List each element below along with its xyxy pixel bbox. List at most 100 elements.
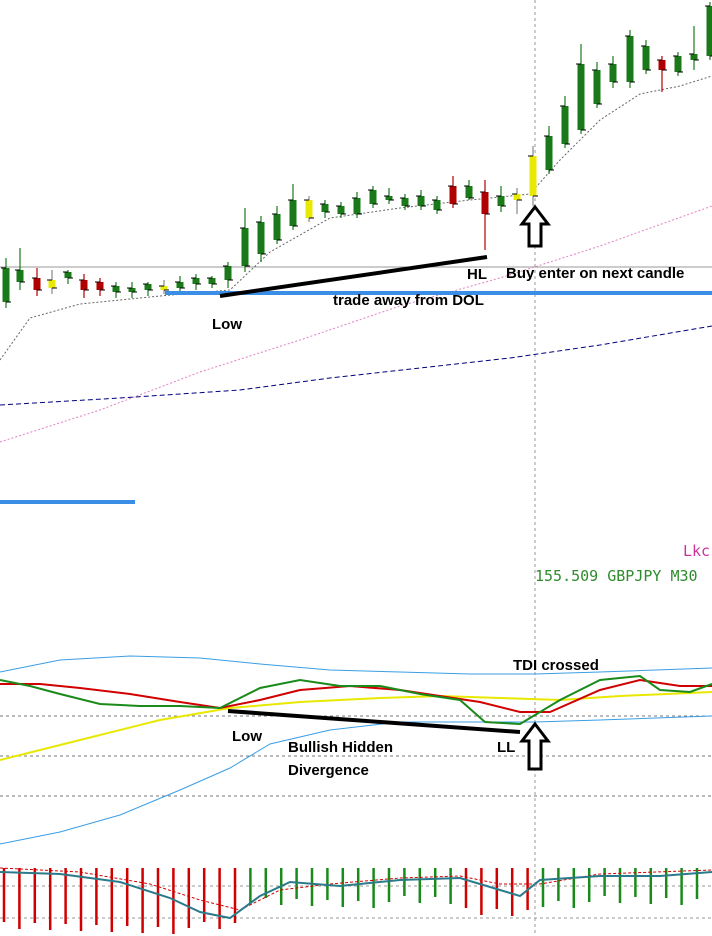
label-divergence-1: Bullish Hidden <box>288 739 393 756</box>
candle-body <box>674 56 682 72</box>
candle <box>592 62 602 108</box>
histogram-panel <box>0 867 712 934</box>
candle <box>288 184 298 230</box>
candle <box>528 146 538 206</box>
candle-body <box>561 106 569 144</box>
candle <box>272 206 282 244</box>
candle-body <box>96 282 104 290</box>
candle-body <box>192 278 200 284</box>
candle <box>625 30 635 88</box>
candle <box>560 96 570 148</box>
candle-body <box>593 70 601 104</box>
histogram-bars <box>2 868 699 934</box>
candle <box>223 262 233 288</box>
candle <box>207 276 217 288</box>
candle-body <box>305 200 313 218</box>
candle <box>480 180 490 250</box>
candle-body <box>433 200 441 210</box>
tdi-panel: TDI crossed Low Bullish Hidden Divergenc… <box>0 655 712 845</box>
candle-body <box>241 228 249 266</box>
candle <box>384 188 394 204</box>
candle <box>657 56 667 92</box>
candle <box>63 270 73 284</box>
histogram-main-line <box>0 871 712 920</box>
candle-body <box>401 198 409 206</box>
candle-body <box>417 196 425 206</box>
candle <box>336 202 346 218</box>
candle <box>400 194 410 210</box>
candle <box>689 26 699 70</box>
candle-body <box>176 282 184 288</box>
tdi-arrow <box>518 721 552 771</box>
ma-fast-line <box>0 75 712 361</box>
candles <box>1 2 712 308</box>
candle-body <box>33 278 41 290</box>
candle <box>432 196 442 214</box>
candle <box>673 52 683 76</box>
tdi-rsi-price-line <box>0 674 712 726</box>
tdi-trendline <box>227 709 521 734</box>
buy-arrow <box>518 204 552 248</box>
label-tdi-low: Low <box>232 728 262 745</box>
candle <box>175 276 185 292</box>
candle-body <box>80 280 88 290</box>
candle <box>159 280 169 294</box>
ma-slow-line <box>0 325 712 406</box>
candle-body <box>208 278 216 284</box>
candle-body <box>513 194 521 200</box>
candle-body <box>385 196 393 200</box>
candle <box>127 282 137 298</box>
candle <box>576 44 586 134</box>
candle-body <box>642 46 650 70</box>
candle <box>368 186 378 208</box>
candle-body <box>353 198 361 214</box>
label-buy: Buy enter on next candle <box>506 265 684 282</box>
candle-body <box>577 64 585 130</box>
candle <box>1 258 11 308</box>
label-ll: LL <box>497 739 515 756</box>
ma-pink-line <box>0 205 712 443</box>
label-tdi-crossed: TDI crossed <box>513 657 599 674</box>
candle <box>512 188 522 214</box>
label-divergence-2: Divergence <box>288 762 369 779</box>
label-low: Low <box>212 316 242 333</box>
candle <box>79 274 89 298</box>
candle <box>464 180 474 200</box>
candle <box>496 186 506 212</box>
candle-body <box>128 288 136 292</box>
candle-body <box>529 156 537 196</box>
candle <box>705 2 712 60</box>
candle-body <box>690 54 698 60</box>
candle-body <box>609 64 617 82</box>
candle <box>32 268 42 296</box>
candle <box>256 216 266 262</box>
candle <box>15 248 25 290</box>
candle <box>143 282 153 296</box>
candle-body <box>112 286 120 292</box>
indicator-label: Lkc <box>683 542 710 560</box>
candle-body <box>64 272 72 278</box>
candle <box>448 176 458 208</box>
candle-body <box>337 206 345 214</box>
candle-body <box>144 284 152 290</box>
candle-body <box>481 192 489 214</box>
candle-body <box>465 186 473 198</box>
histogram-signal-line <box>0 867 712 911</box>
candle <box>320 200 330 218</box>
candle <box>304 196 314 222</box>
candle <box>641 40 651 74</box>
candle <box>111 282 121 298</box>
candle-body <box>273 214 281 240</box>
candle-body <box>16 270 24 282</box>
candle <box>544 126 554 174</box>
candle-body <box>2 268 10 302</box>
label-hl: HL <box>467 266 487 283</box>
candle-body <box>321 204 329 212</box>
candle <box>416 190 426 210</box>
candle-body <box>449 186 457 204</box>
candle <box>608 56 618 88</box>
candle <box>240 208 250 272</box>
candle-body <box>224 266 232 280</box>
